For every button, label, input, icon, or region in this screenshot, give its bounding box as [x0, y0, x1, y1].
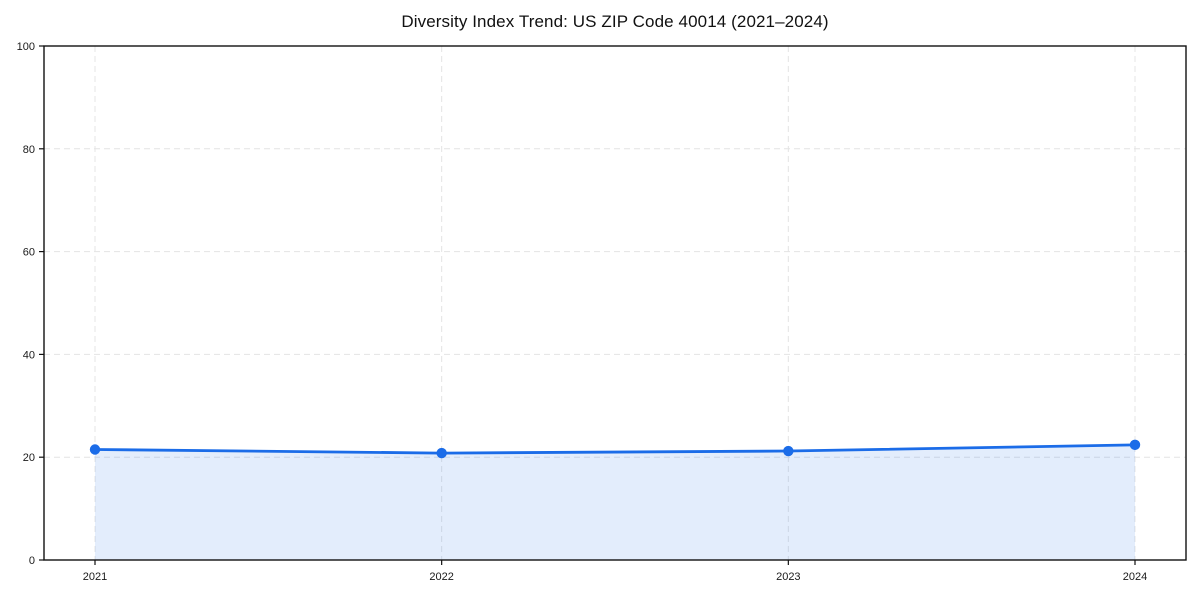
x-tick-label-2021: 2021 — [83, 571, 107, 583]
data-point-2022 — [436, 447, 447, 459]
plot-border — [43, 45, 1187, 561]
trend-line — [93, 443, 1137, 455]
y-tick-label-60: 60 — [23, 247, 35, 259]
y-tick-label-100: 100 — [17, 41, 35, 53]
x-tick-label-2023: 2023 — [776, 571, 800, 583]
y-tick-label-80: 80 — [23, 144, 35, 156]
chart-title: Diversity Index Trend: US ZIP Code 40014… — [401, 12, 829, 31]
y-tick-label-0: 0 — [29, 555, 35, 567]
y-tick-label-20: 20 — [23, 452, 35, 464]
x-tick-label-2024: 2024 — [1123, 571, 1147, 583]
plot-area — [44, 46, 1186, 560]
data-point-2024 — [1129, 439, 1141, 451]
x-tick-label-2022: 2022 — [429, 571, 453, 583]
data-point-2021 — [89, 444, 101, 455]
y-tick-label-40: 40 — [23, 349, 35, 361]
data-point-2023 — [783, 445, 794, 457]
area-fill — [95, 444, 1135, 560]
